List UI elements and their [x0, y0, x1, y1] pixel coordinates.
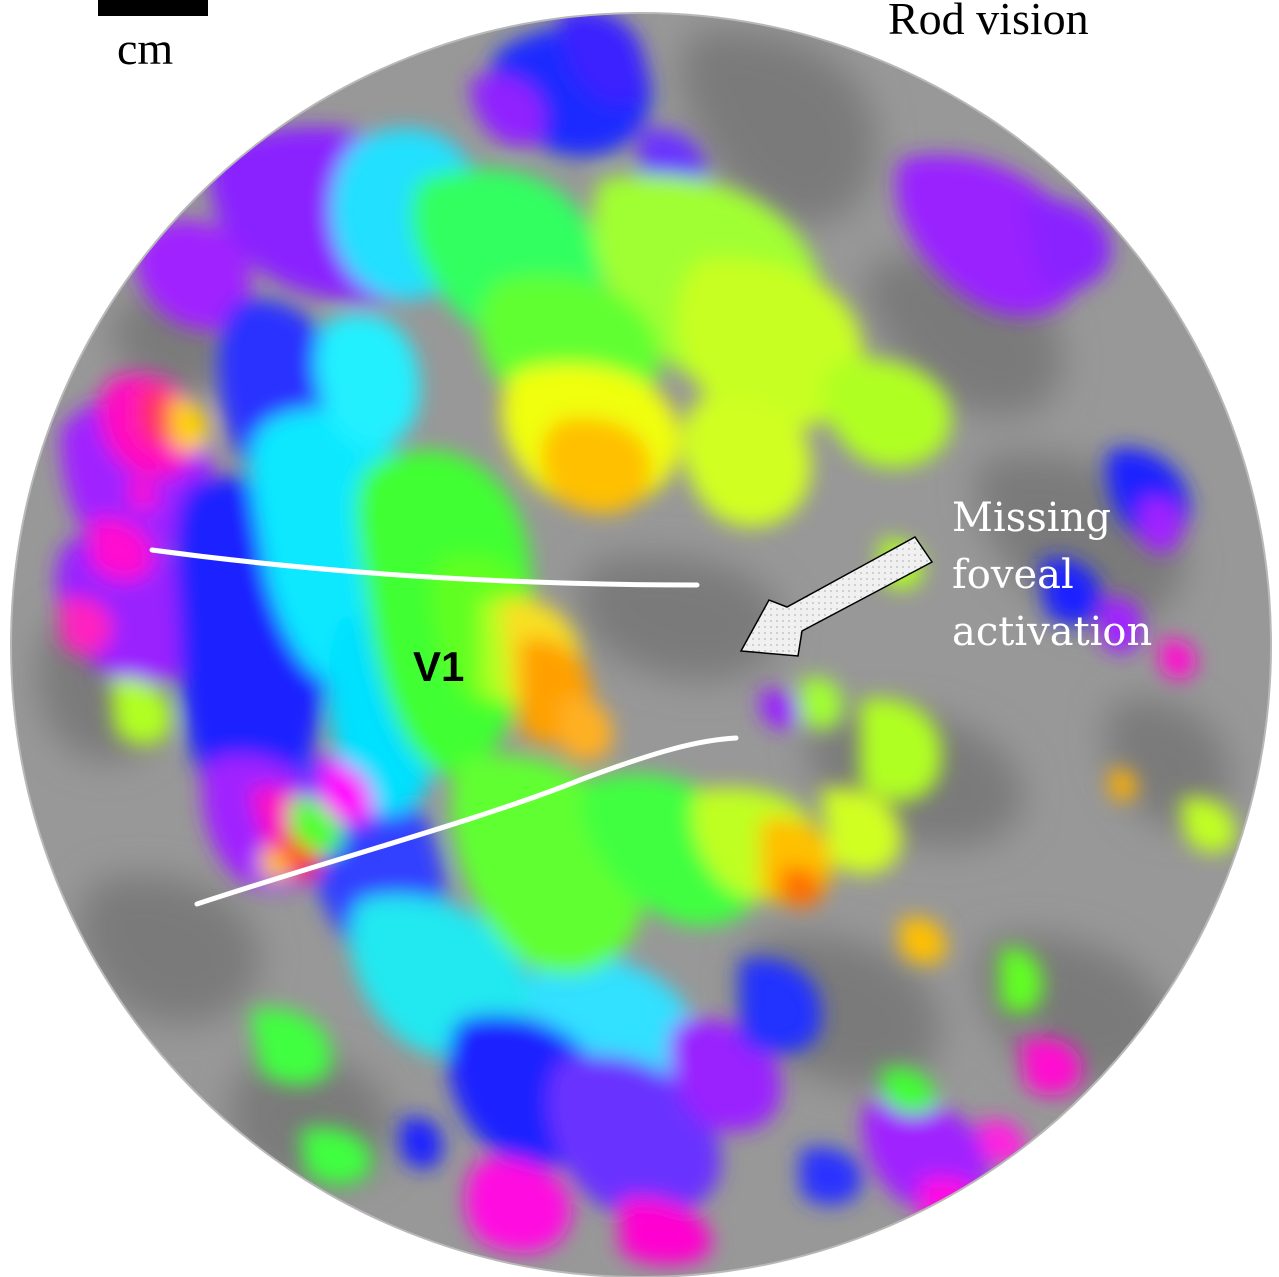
- arrow-icon: [739, 536, 934, 657]
- upper-v1-border: [149, 547, 700, 588]
- missing-foveal-activation-annotation: Missing foveal activation: [952, 490, 1252, 661]
- lower-v1-border: [194, 735, 739, 907]
- annotation-line-1: Missing: [952, 495, 1111, 541]
- annotation-line-2: foveal: [952, 552, 1074, 598]
- scale-bar-icon: [98, 0, 208, 16]
- scale-bar-label: cm: [117, 23, 174, 74]
- v1-label: V1: [413, 643, 465, 690]
- annotation-line-3: activation: [952, 609, 1153, 655]
- figure-title: Rod vision: [888, 0, 1089, 44]
- activation-map: [55, 13, 1236, 1265]
